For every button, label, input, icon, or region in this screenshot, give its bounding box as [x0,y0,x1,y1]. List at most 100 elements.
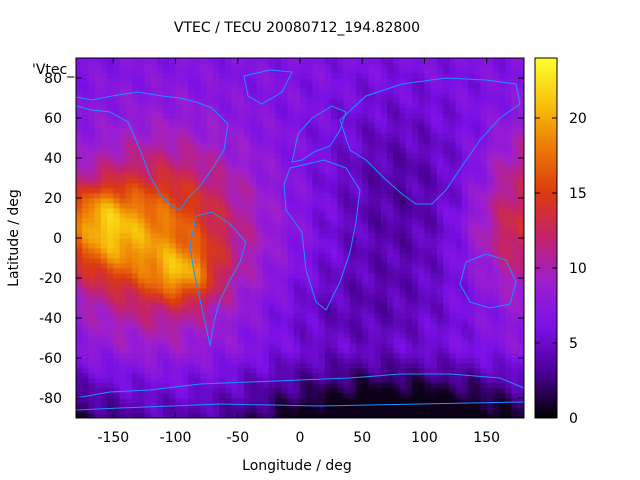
heatmap-cell [362,263,369,269]
heatmap-cell [362,163,369,169]
heatmap-cell [436,358,444,364]
heatmap-cell [412,73,419,79]
heatmap-cell [449,113,456,119]
heatmap-cell [474,383,481,389]
heatmap-cell [343,158,351,164]
heatmap-cell [225,348,232,354]
heatmap-cell [343,288,351,294]
heatmap-cell [461,213,469,219]
heatmap-cell [300,273,307,279]
heatmap-cell [306,218,313,224]
heatmap-cell [300,98,307,104]
heatmap-cell [293,408,301,414]
heatmap-cell [368,278,376,284]
heatmap-cell [82,268,89,274]
heatmap-cell [505,363,512,369]
heatmap-cell [430,263,438,269]
heatmap-cell [82,88,89,94]
heatmap-cell [474,83,481,89]
heatmap-cell [144,373,152,379]
heatmap-cell [88,368,96,374]
heatmap-cell [119,173,127,179]
heatmap-cell [175,178,183,184]
heatmap-cell [144,88,152,94]
heatmap-cell [262,73,270,79]
heatmap-cell [194,303,201,309]
heatmap-cell [312,273,320,279]
heatmap-cell [262,298,270,304]
heatmap-cell [94,208,102,214]
heatmap-cell [163,353,170,359]
heatmap-cell [430,228,438,234]
heatmap-cell [119,253,127,259]
heatmap-cell [194,193,201,199]
heatmap-cell [156,58,164,64]
heatmap-cell [225,103,232,109]
heatmap-cell [312,83,320,89]
heatmap-cell [107,383,114,389]
heatmap-cell [219,113,226,119]
heatmap-cell [150,138,158,144]
heatmap-cell [287,83,295,89]
heatmap-cell [455,203,463,209]
heatmap-cell [287,158,295,164]
heatmap-cell [256,98,264,104]
heatmap-cell [293,268,301,274]
heatmap-cell [132,228,139,234]
heatmap-cell [181,353,189,359]
heatmap-cell [393,218,400,224]
heatmap-cell [206,203,214,209]
heatmap-cell [194,218,201,224]
heatmap-cell [499,288,506,294]
heatmap-cell [76,253,83,259]
heatmap-cell [150,228,158,234]
heatmap-cell [412,273,419,279]
heatmap-cell [380,78,388,84]
heatmap-cell [430,378,438,384]
heatmap-cell [492,218,500,224]
heatmap-cell [324,248,332,254]
heatmap-cell [107,168,114,174]
heatmap-cell [368,403,376,409]
heatmap-cell [244,58,251,64]
heatmap-cell [82,403,89,409]
heatmap-cell [113,108,120,114]
heatmap-cell [443,88,450,94]
heatmap-cell [119,133,127,139]
heatmap-cell [455,343,463,349]
heatmap-cell [380,258,388,264]
heatmap-cell [287,218,295,224]
heatmap-cell [113,58,120,64]
heatmap-cell [362,193,369,199]
heatmap-cell [181,368,189,374]
heatmap-cell [492,338,500,344]
heatmap-cell [138,113,145,119]
heatmap-cell [436,183,444,189]
heatmap-cell [144,303,152,309]
heatmap-cell [468,288,475,294]
heatmap-cell [144,128,152,134]
heatmap-cell [405,153,413,159]
heatmap-cell [237,268,245,274]
heatmap-cell [256,188,264,194]
heatmap-cell [88,73,96,79]
heatmap-cell [268,123,276,129]
heatmap-cell [144,298,152,304]
heatmap-cell [100,383,108,389]
heatmap-cell [250,328,257,334]
heatmap-cell [324,73,332,79]
heatmap-cell [237,83,245,89]
heatmap-cell [194,313,201,319]
heatmap-cell [405,233,413,239]
heatmap-cell [343,293,351,299]
heatmap-cell [424,148,432,154]
heatmap-cell [368,138,376,144]
heatmap-cell [318,278,326,284]
heatmap-cell [499,253,506,259]
heatmap-cell [181,378,189,384]
heatmap-cell [349,88,357,94]
heatmap-cell [405,168,413,174]
heatmap-cell [219,138,226,144]
heatmap-cell [237,223,245,229]
heatmap-cell [343,408,351,414]
